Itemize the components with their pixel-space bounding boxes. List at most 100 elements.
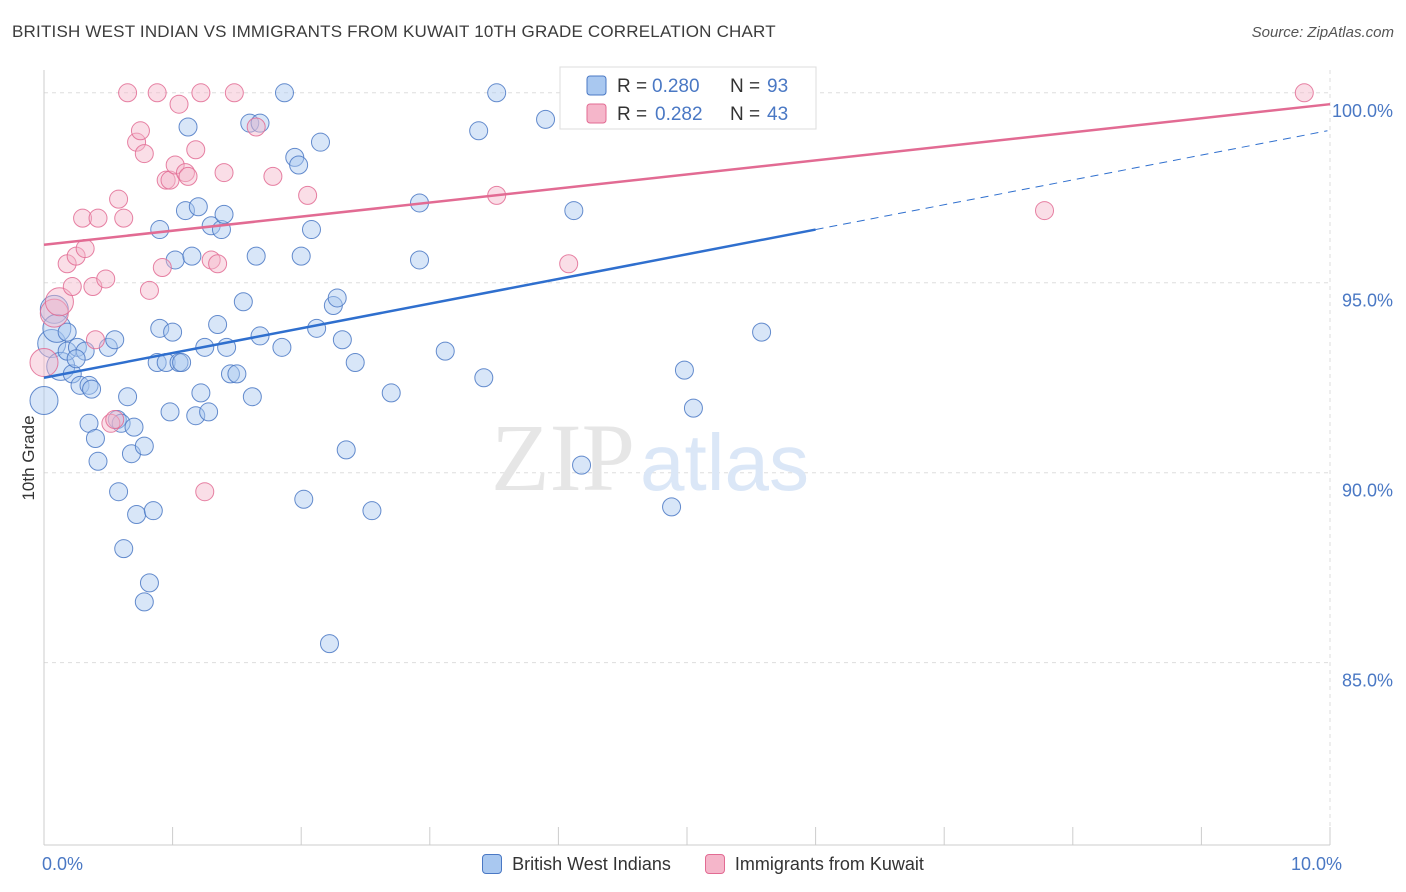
trend-line-british-west-indians-extension [815,130,1328,231]
point-british-west-indians [134,436,154,456]
watermark-atlas: atlas [640,418,809,507]
point-british-west-indians [39,294,69,324]
point-british-west-indians [139,573,159,593]
point-immigrants-from-kuwait [73,208,93,228]
point-immigrants-from-kuwait [118,83,138,103]
data-points [29,83,1314,654]
point-immigrants-from-kuwait [224,83,244,103]
axis-labels: 85.0% 90.0% 95.0% 100.0% 0.0% 10.0% [42,101,1393,874]
point-british-west-indians [66,349,86,369]
point-british-west-indians [188,197,208,217]
point-british-west-indians [242,387,262,407]
point-british-west-indians [674,360,694,380]
point-british-west-indians [487,83,507,103]
legend-label: British West Indians [512,853,671,874]
source-link[interactable]: ZipAtlas.com [1307,24,1394,41]
point-british-west-indians [319,634,339,654]
point-british-west-indians [85,429,105,449]
point-british-west-indians [172,353,192,373]
point-british-west-indians [246,246,266,266]
point-immigrants-from-kuwait [105,410,125,430]
point-british-west-indians [150,318,170,338]
point-british-west-indians [29,386,59,416]
point-immigrants-from-kuwait [214,163,234,183]
point-british-west-indians [683,398,703,418]
point-british-west-indians [362,501,382,521]
point-british-west-indians [291,246,311,266]
point-immigrants-from-kuwait [139,280,159,300]
point-british-west-indians [88,451,108,471]
point-british-west-indians [178,117,198,137]
point-immigrants-from-kuwait [246,117,266,137]
point-immigrants-from-kuwait [298,185,318,205]
point-immigrants-from-kuwait [147,83,167,103]
point-british-west-indians [289,155,309,175]
point-british-west-indians [127,504,147,524]
stats-n-label-1: N = [730,76,760,97]
point-immigrants-from-kuwait [178,166,198,186]
point-british-west-indians [191,383,211,403]
point-british-west-indians [186,406,206,426]
point-british-west-indians [42,313,72,343]
stats-r-value-2: 0.282 [655,104,703,125]
point-british-west-indians [118,387,138,407]
point-british-west-indians [124,417,144,437]
point-immigrants-from-kuwait [559,254,579,274]
point-british-west-indians [345,353,365,373]
y-tick-label: 95.0% [1342,291,1393,311]
point-british-west-indians [307,318,327,338]
point-british-west-indians [220,364,240,384]
point-british-west-indians [332,330,352,350]
legend-item-british-west-indians[interactable]: British West Indians [482,854,671,875]
watermark-zip: ZIP [491,404,635,511]
point-british-west-indians [435,341,455,361]
chart-title: BRITISH WEST INDIAN VS IMMIGRANTS FROM K… [12,22,776,41]
x-tick-label: 0.0% [42,854,83,874]
point-british-west-indians [227,364,247,384]
point-british-west-indians [150,220,170,240]
point-british-west-indians [564,201,584,221]
y-tick-label: 90.0% [1342,481,1393,501]
point-british-west-indians [143,501,163,521]
y-tick-label: 85.0% [1342,671,1393,691]
point-british-west-indians [536,109,556,129]
trend-line-british-west-indians [43,228,816,379]
point-immigrants-from-kuwait [101,413,121,433]
point-british-west-indians [37,329,67,359]
point-british-west-indians [294,489,314,509]
point-immigrants-from-kuwait [127,132,147,152]
point-british-west-indians [114,539,134,559]
point-british-west-indians [250,113,270,133]
point-immigrants-from-kuwait [191,83,211,103]
stats-r-value-1: 0.280 [652,76,700,97]
point-british-west-indians [134,592,154,612]
point-immigrants-from-kuwait [263,166,283,186]
point-british-west-indians [469,121,489,141]
legend-item-immigrants-from-kuwait[interactable]: Immigrants from Kuwait [704,854,924,875]
point-british-west-indians [474,368,494,388]
point-immigrants-from-kuwait [114,208,134,228]
stats-n-value-2: 43 [767,104,788,125]
point-immigrants-from-kuwait [130,121,150,141]
point-immigrants-from-kuwait [152,258,172,278]
point-immigrants-from-kuwait [88,208,108,228]
point-immigrants-from-kuwait [208,254,228,274]
point-immigrants-from-kuwait [44,287,74,317]
legend-swatch-pink [704,854,725,874]
source-attribution: Source: ZipAtlas.com [1252,24,1394,41]
point-british-west-indians [272,337,292,357]
point-british-west-indians [82,379,102,399]
point-immigrants-from-kuwait [160,170,180,190]
point-immigrants-from-kuwait [109,189,129,209]
x-tick-label: 10.0% [1291,854,1342,874]
stats-swatch-pink [586,103,607,124]
point-british-west-indians [301,220,321,240]
chart-legend: British West Indians Immigrants from Kuw… [0,852,1406,876]
trend-lines [43,102,1331,379]
point-immigrants-from-kuwait [29,348,59,378]
point-british-west-indians [381,383,401,403]
point-immigrants-from-kuwait [186,140,206,160]
point-immigrants-from-kuwait [134,144,154,164]
stats-r-label-1: R = [617,76,647,97]
